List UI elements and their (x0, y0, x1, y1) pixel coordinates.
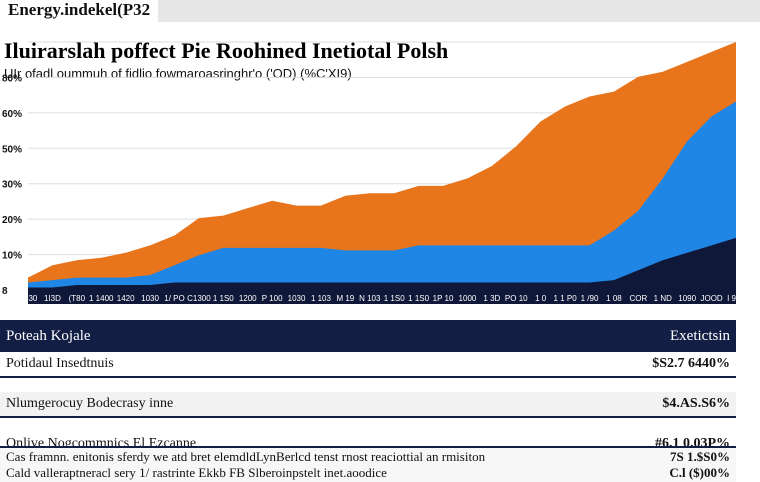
x-tick-label: 1/ PO (164, 294, 184, 303)
x-tick-label: N 103 (359, 294, 381, 303)
table-header-left: Poteah Kojale (6, 327, 91, 344)
table-header: Poteah Kojale Exetictsin (0, 320, 736, 352)
x-tick-label: 1 103 (311, 294, 332, 303)
x-tick-label: COR (629, 294, 647, 303)
x-tick-label: 1 0 (535, 294, 547, 303)
x-tick-label: 1I3D (44, 294, 61, 303)
row-label: Potidaul Insedtnuis (6, 356, 114, 371)
dashboard-label: Energy.indekel(P32 (0, 0, 159, 22)
x-tick-label: 1 /90 (581, 294, 599, 303)
table-row: Potidaul Insedtnuis $S2.7 6440% (0, 352, 736, 378)
x-tick-label: M 19 (336, 294, 354, 303)
y-tick-label: 10% (2, 251, 22, 262)
x-tick-label: 1 ND (654, 294, 672, 303)
y-tick-label: 50% (2, 144, 22, 155)
row-value: $S2.7 6440% (652, 356, 730, 371)
x-tick-label: 1200 (239, 294, 257, 303)
area-series-2 (28, 42, 736, 290)
x-tick-label: PO 10 (505, 294, 528, 303)
y-tick-label: 8 (2, 286, 8, 297)
x-tick-label: 1 1S0 (408, 294, 429, 303)
x-tick-label: 1 1400 (89, 294, 114, 303)
footnote-value: C.l ($)00% (669, 465, 730, 480)
row-label: Nlumgerocuy Bodecrasy inne (6, 396, 174, 411)
footnote-text: Cas framnn. enitonis sferdy we atd bret … (6, 449, 486, 464)
area-series-0 (28, 237, 736, 290)
y-tick-label: 80% (2, 73, 22, 84)
footnote-line: Cas framnn. enitonis sferdy we atd bret … (0, 448, 736, 464)
y-tick-label: 30% (2, 180, 22, 191)
x-tick-label: P 100 (262, 294, 283, 303)
x-tick-label: 1P 10 (433, 294, 454, 303)
x-tick-label: 1420 (117, 294, 135, 303)
row-value: $4.AS.S6% (662, 396, 730, 411)
footnote-line: Cald valleraptneracl sery 1/ rastrinte E… (0, 464, 736, 480)
x-tick-label: 1 1 P0 (554, 294, 578, 303)
x-tick-label: 1 1S0 (213, 294, 234, 303)
x-tick-label: (T80 (69, 294, 86, 303)
x-tick-label: I 900 (727, 294, 745, 303)
x-tick-label: 1030 (288, 294, 306, 303)
table-header-right: Exetictsin (670, 327, 730, 344)
x-tick-label: C1300 (187, 294, 211, 303)
x-tick-label: 1 1S0 (384, 294, 405, 303)
x-tick-label: 1030 (141, 294, 159, 303)
y-tick-label: 20% (2, 215, 22, 226)
footnote-text: Cald valleraptneracl sery 1/ rastrinte E… (6, 465, 387, 480)
x-tick-label: 1000 (459, 294, 477, 303)
x-axis-strip (28, 290, 736, 304)
x-tick-label: 1 08 (606, 294, 622, 303)
summary-table: Poteah Kojale Exetictsin Potidaul Insedt… (0, 320, 736, 458)
footnote-value: 7S 1.$S0% (670, 449, 730, 464)
x-tick-label: 1S30 (19, 294, 38, 303)
top-bar: Energy.indekel(P32 (0, 0, 760, 23)
y-tick-label: 60% (2, 109, 22, 120)
footnote: Cas framnn. enitonis sferdy we atd bret … (0, 446, 736, 482)
x-tick-label: 1 3D (483, 294, 500, 303)
x-tick-label: 1090 (678, 294, 696, 303)
table-row: Nlumgerocuy Bodecrasy inne $4.AS.S6% (0, 392, 736, 418)
area-chart: 80% 60% 50% 30% 20% 10% 8 1S30 1I3D (T80 1 1400 142… (2, 41, 745, 304)
x-tick-label: JOOD (700, 294, 722, 303)
